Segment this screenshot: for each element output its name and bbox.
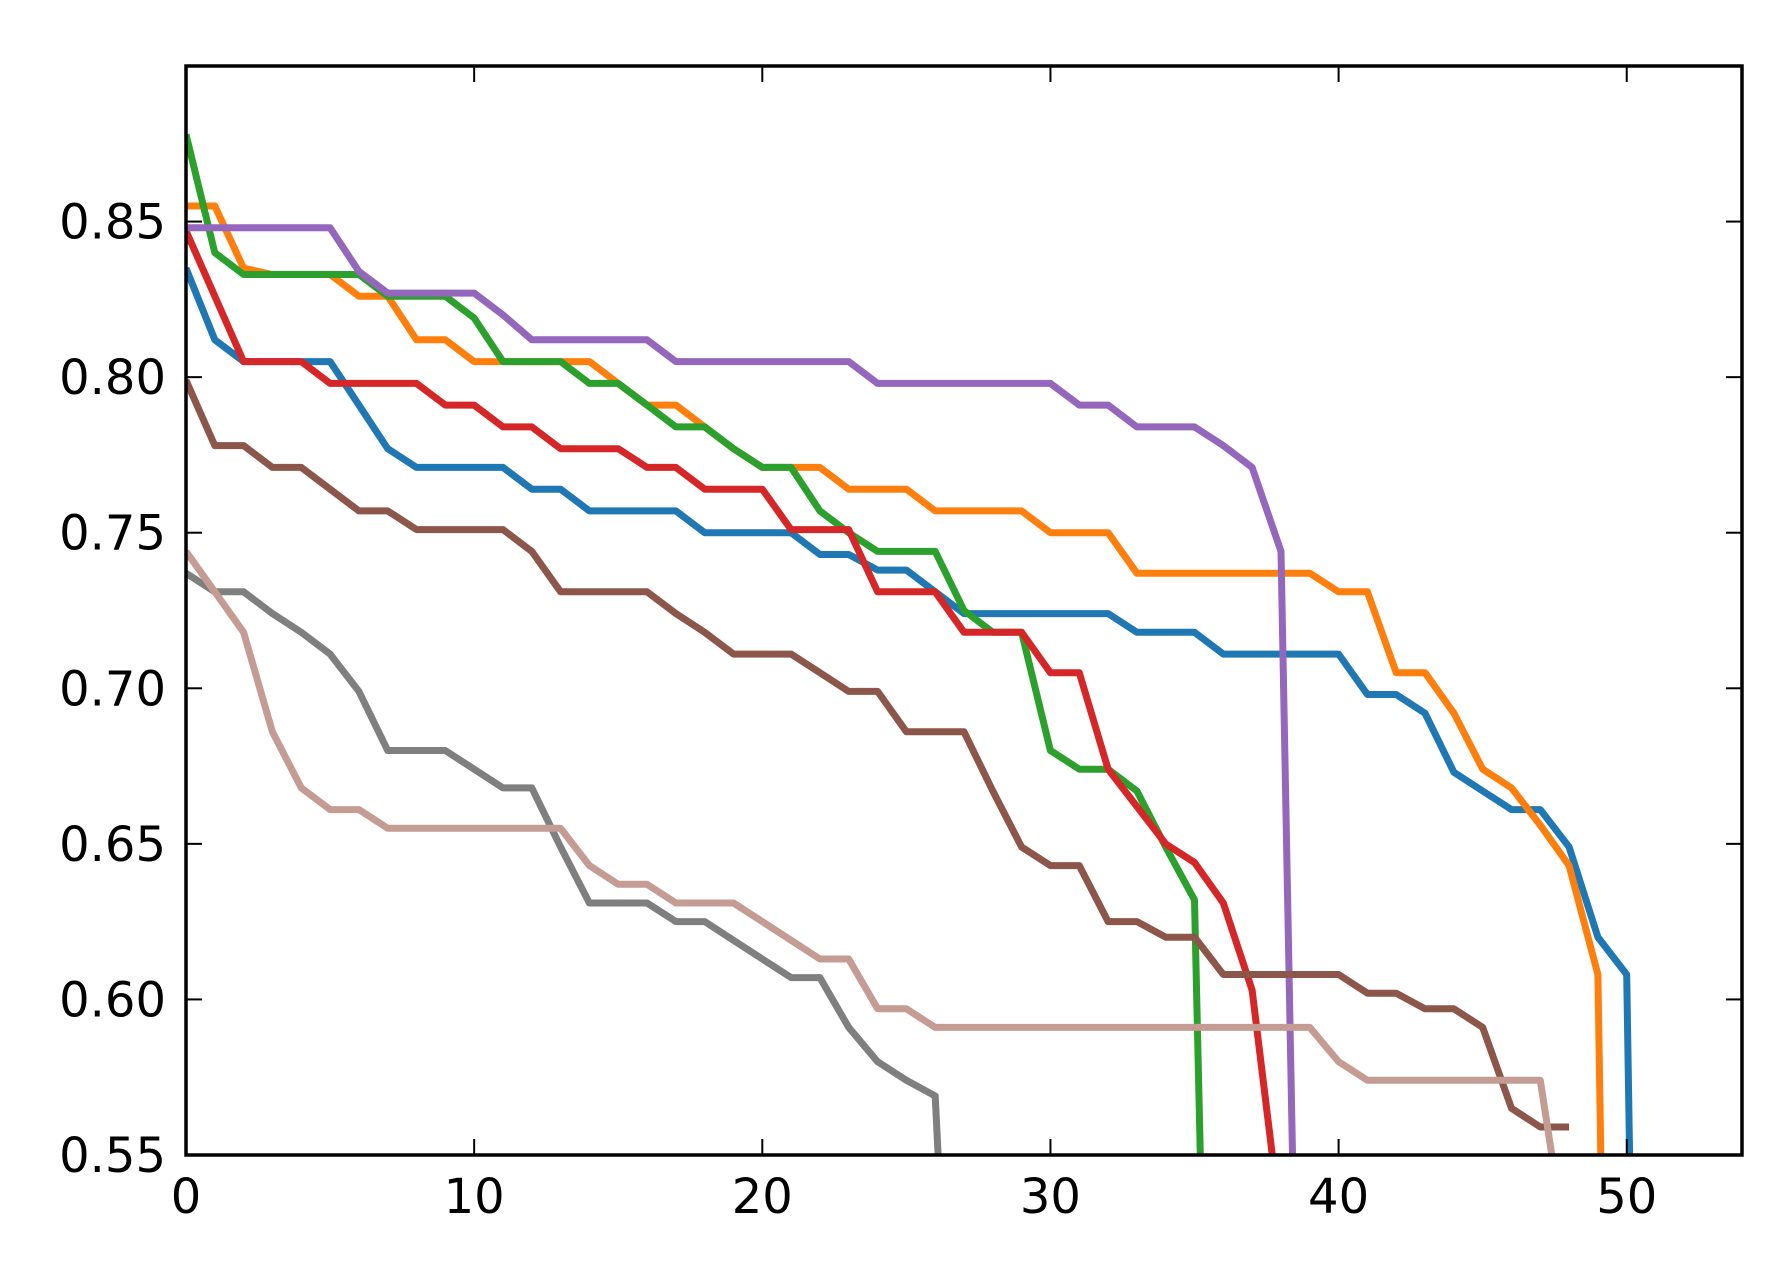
- series-line-8: [186, 549, 1556, 1155]
- y-tick-label: 0.70: [59, 661, 166, 717]
- x-tick-label: 50: [1596, 1169, 1657, 1225]
- y-tick-label: 0.85: [59, 195, 166, 251]
- plot-frame: [184, 64, 1744, 1157]
- y-tick-label: 0.55: [59, 1128, 166, 1184]
- series-layer: [186, 133, 1634, 1155]
- y-tick-label: 0.60: [59, 972, 166, 1028]
- x-tick-label: 20: [732, 1169, 793, 1225]
- tick-label-layer: 0 10 20 30 40 50 0.55 0.60 0.65 0.70 0.75 0.80 0.85: [59, 195, 1657, 1225]
- series-line-2: [186, 202, 1605, 1155]
- x-tick-label: 30: [1020, 1169, 1081, 1225]
- x-tick-label: 0: [171, 1169, 202, 1225]
- x-tick-label: 10: [444, 1169, 505, 1225]
- y-tick-label: 0.80: [59, 350, 166, 406]
- series-line-4: [186, 229, 1276, 1155]
- series-line-1: [186, 266, 1634, 1155]
- series-line-5: [186, 224, 1296, 1155]
- series-line-7: [186, 570, 942, 1155]
- series-line-6: [186, 378, 1570, 1131]
- y-tick-label: 0.75: [59, 506, 166, 562]
- y-tick-label: 0.65: [59, 817, 166, 873]
- x-tick-label: 40: [1308, 1169, 1369, 1225]
